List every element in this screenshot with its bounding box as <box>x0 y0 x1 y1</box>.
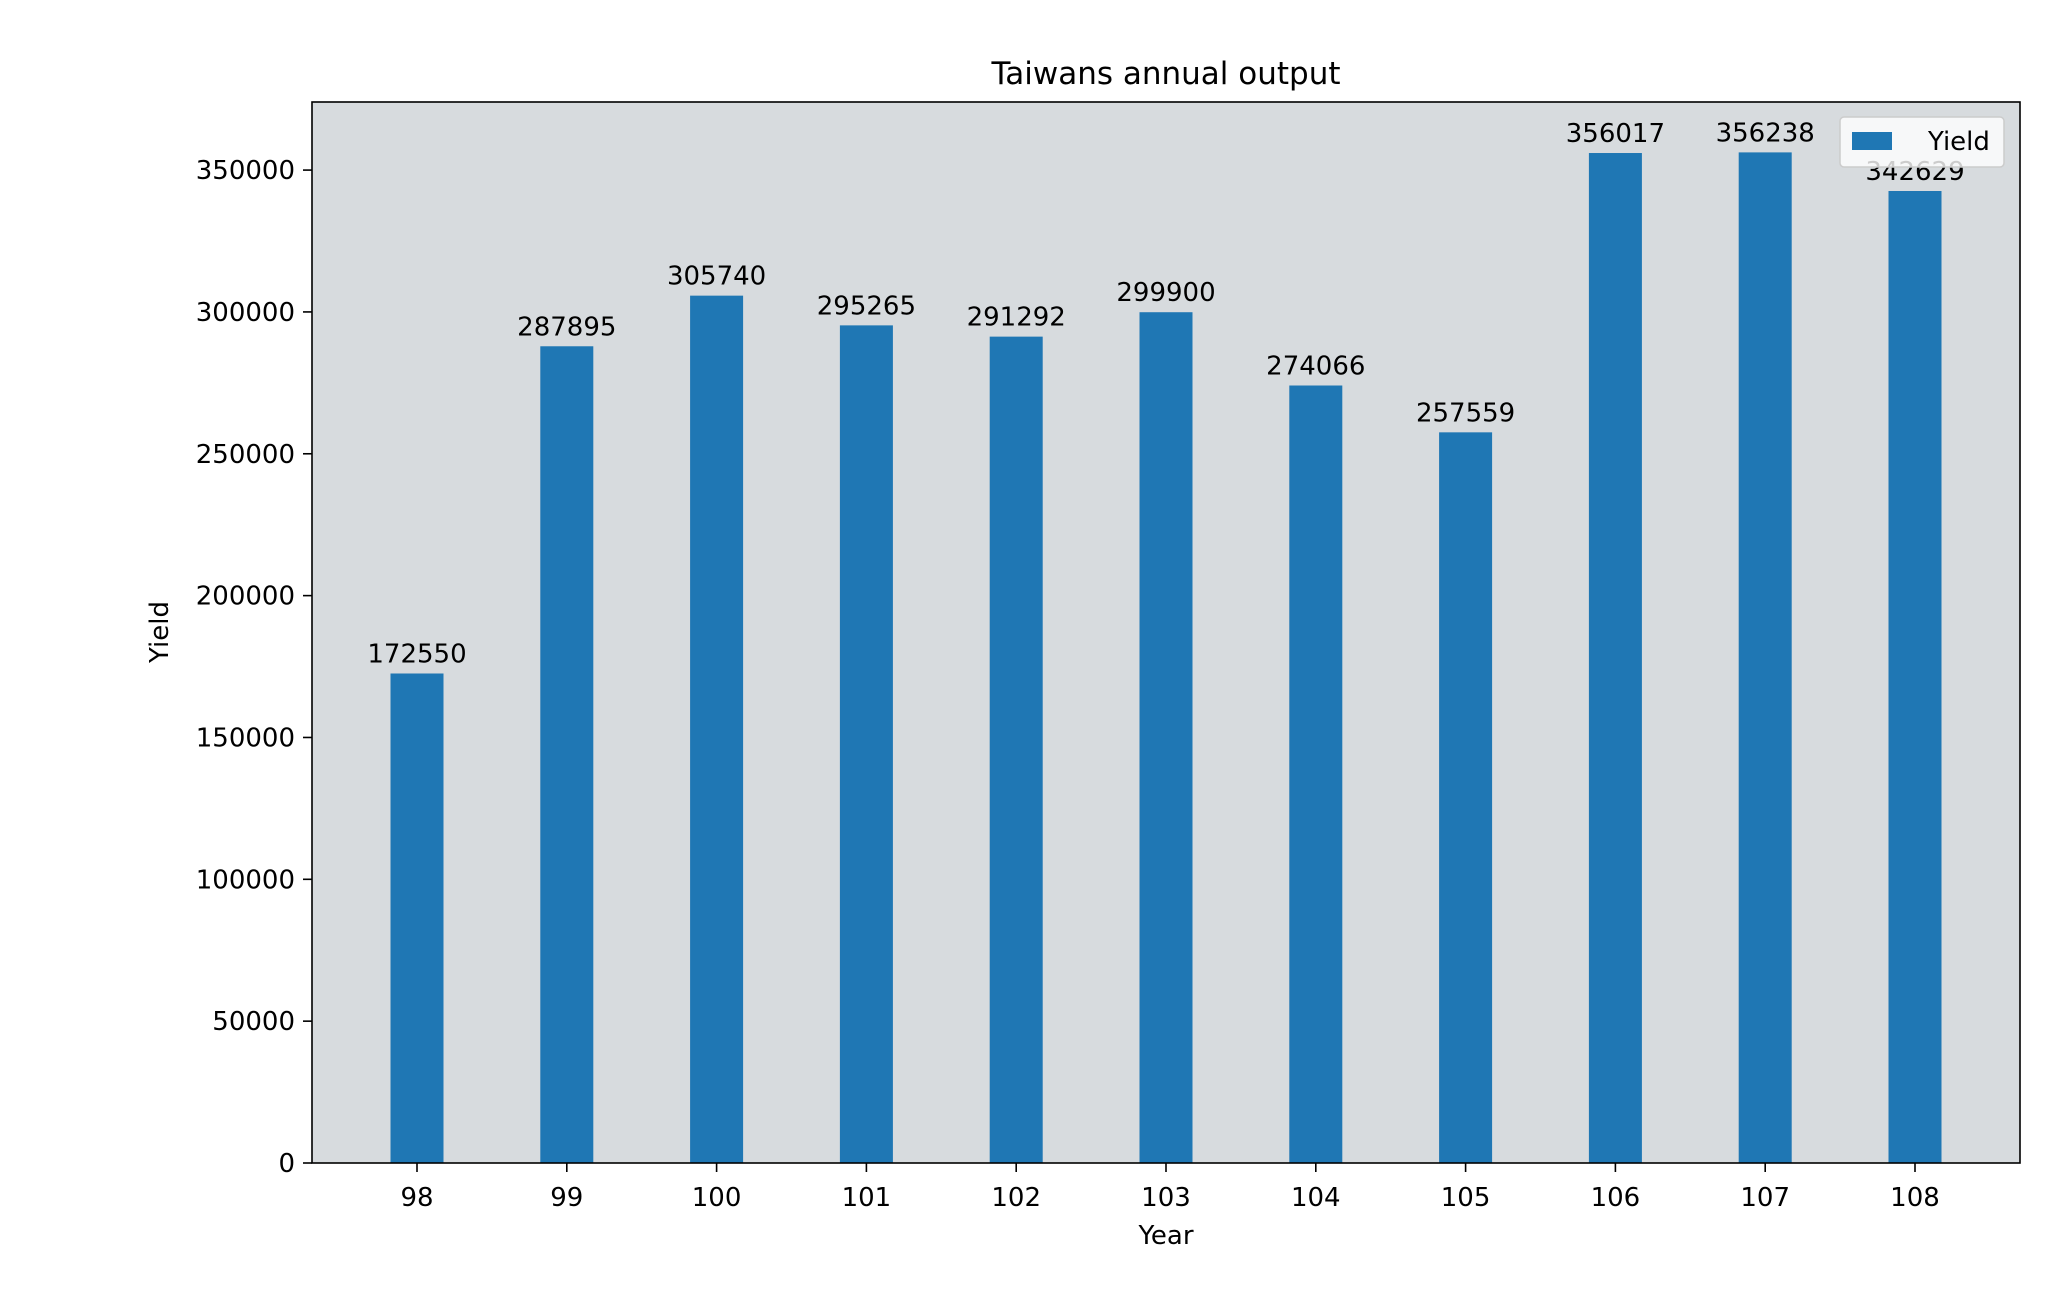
bar-value-label-101: 295265 <box>817 291 916 321</box>
bar-value-label-107: 356238 <box>1716 118 1815 148</box>
x-tick-label-106: 106 <box>1591 1183 1641 1213</box>
bar-99 <box>540 346 594 1164</box>
bar-101 <box>839 325 893 1164</box>
y-axis-ticks: 0 50000 100000 150000 200000 250000 300000 3500… <box>196 156 312 1179</box>
x-tick-label-100: 100 <box>692 1183 742 1213</box>
bar-107 <box>1738 152 1792 1164</box>
bar-100 <box>690 295 744 1163</box>
y-tick-label-350000: 350000 <box>196 156 295 186</box>
x-tick-label-103: 103 <box>1141 1183 1191 1213</box>
bar-value-label-102: 291292 <box>967 303 1066 333</box>
x-axis-ticks: 98 99 100 101 102 103 104 105 106 107 108 <box>400 1163 1940 1213</box>
bar-102 <box>989 336 1043 1164</box>
bars-group <box>390 152 1942 1164</box>
plot-frame <box>311 101 2021 1164</box>
x-tick-label-104: 104 <box>1291 1183 1341 1213</box>
y-tick-label-200000: 200000 <box>196 582 295 612</box>
bar-value-label-103: 299900 <box>1116 278 1215 308</box>
bar-106 <box>1588 153 1642 1164</box>
chart-title: Taiwans annual output <box>990 56 1340 92</box>
x-tick-label-105: 105 <box>1441 1183 1491 1213</box>
bar-108 <box>1888 190 1942 1163</box>
bar-value-label-104: 274066 <box>1266 352 1365 382</box>
x-tick-label-98: 98 <box>400 1183 433 1213</box>
y-tick-label-100000: 100000 <box>196 865 295 895</box>
x-tick-label-108: 108 <box>1890 1183 1940 1213</box>
legend-label: Yield <box>1927 127 1990 157</box>
y-axis-label: Yield <box>145 601 175 664</box>
bar-value-label-98: 172550 <box>367 639 466 669</box>
bar-value-label-106: 356017 <box>1566 119 1665 149</box>
x-tick-label-102: 102 <box>991 1183 1041 1213</box>
y-tick-label-0: 0 <box>278 1149 295 1179</box>
y-tick-label-250000: 250000 <box>196 440 295 470</box>
legend-swatch <box>1852 132 1892 150</box>
bar-value-label-100: 305740 <box>667 262 766 292</box>
x-tick-label-99: 99 <box>550 1183 583 1213</box>
bar-98 <box>390 673 444 1163</box>
x-tick-label-107: 107 <box>1740 1183 1790 1213</box>
bar-105 <box>1439 432 1493 1163</box>
legend-box <box>1839 116 2005 168</box>
y-tick-label-300000: 300000 <box>196 298 295 328</box>
x-axis-label: Year <box>1137 1221 1193 1251</box>
legend: Yield <box>1839 116 2005 168</box>
bar-value-label-99: 287895 <box>517 312 616 342</box>
bar-103 <box>1139 312 1193 1163</box>
y-tick-label-150000: 150000 <box>196 723 295 753</box>
bar-value-label-105: 257559 <box>1416 398 1515 428</box>
bar-104 <box>1289 385 1343 1164</box>
x-tick-label-101: 101 <box>842 1183 892 1213</box>
y-tick-label-50000: 50000 <box>212 1007 295 1037</box>
